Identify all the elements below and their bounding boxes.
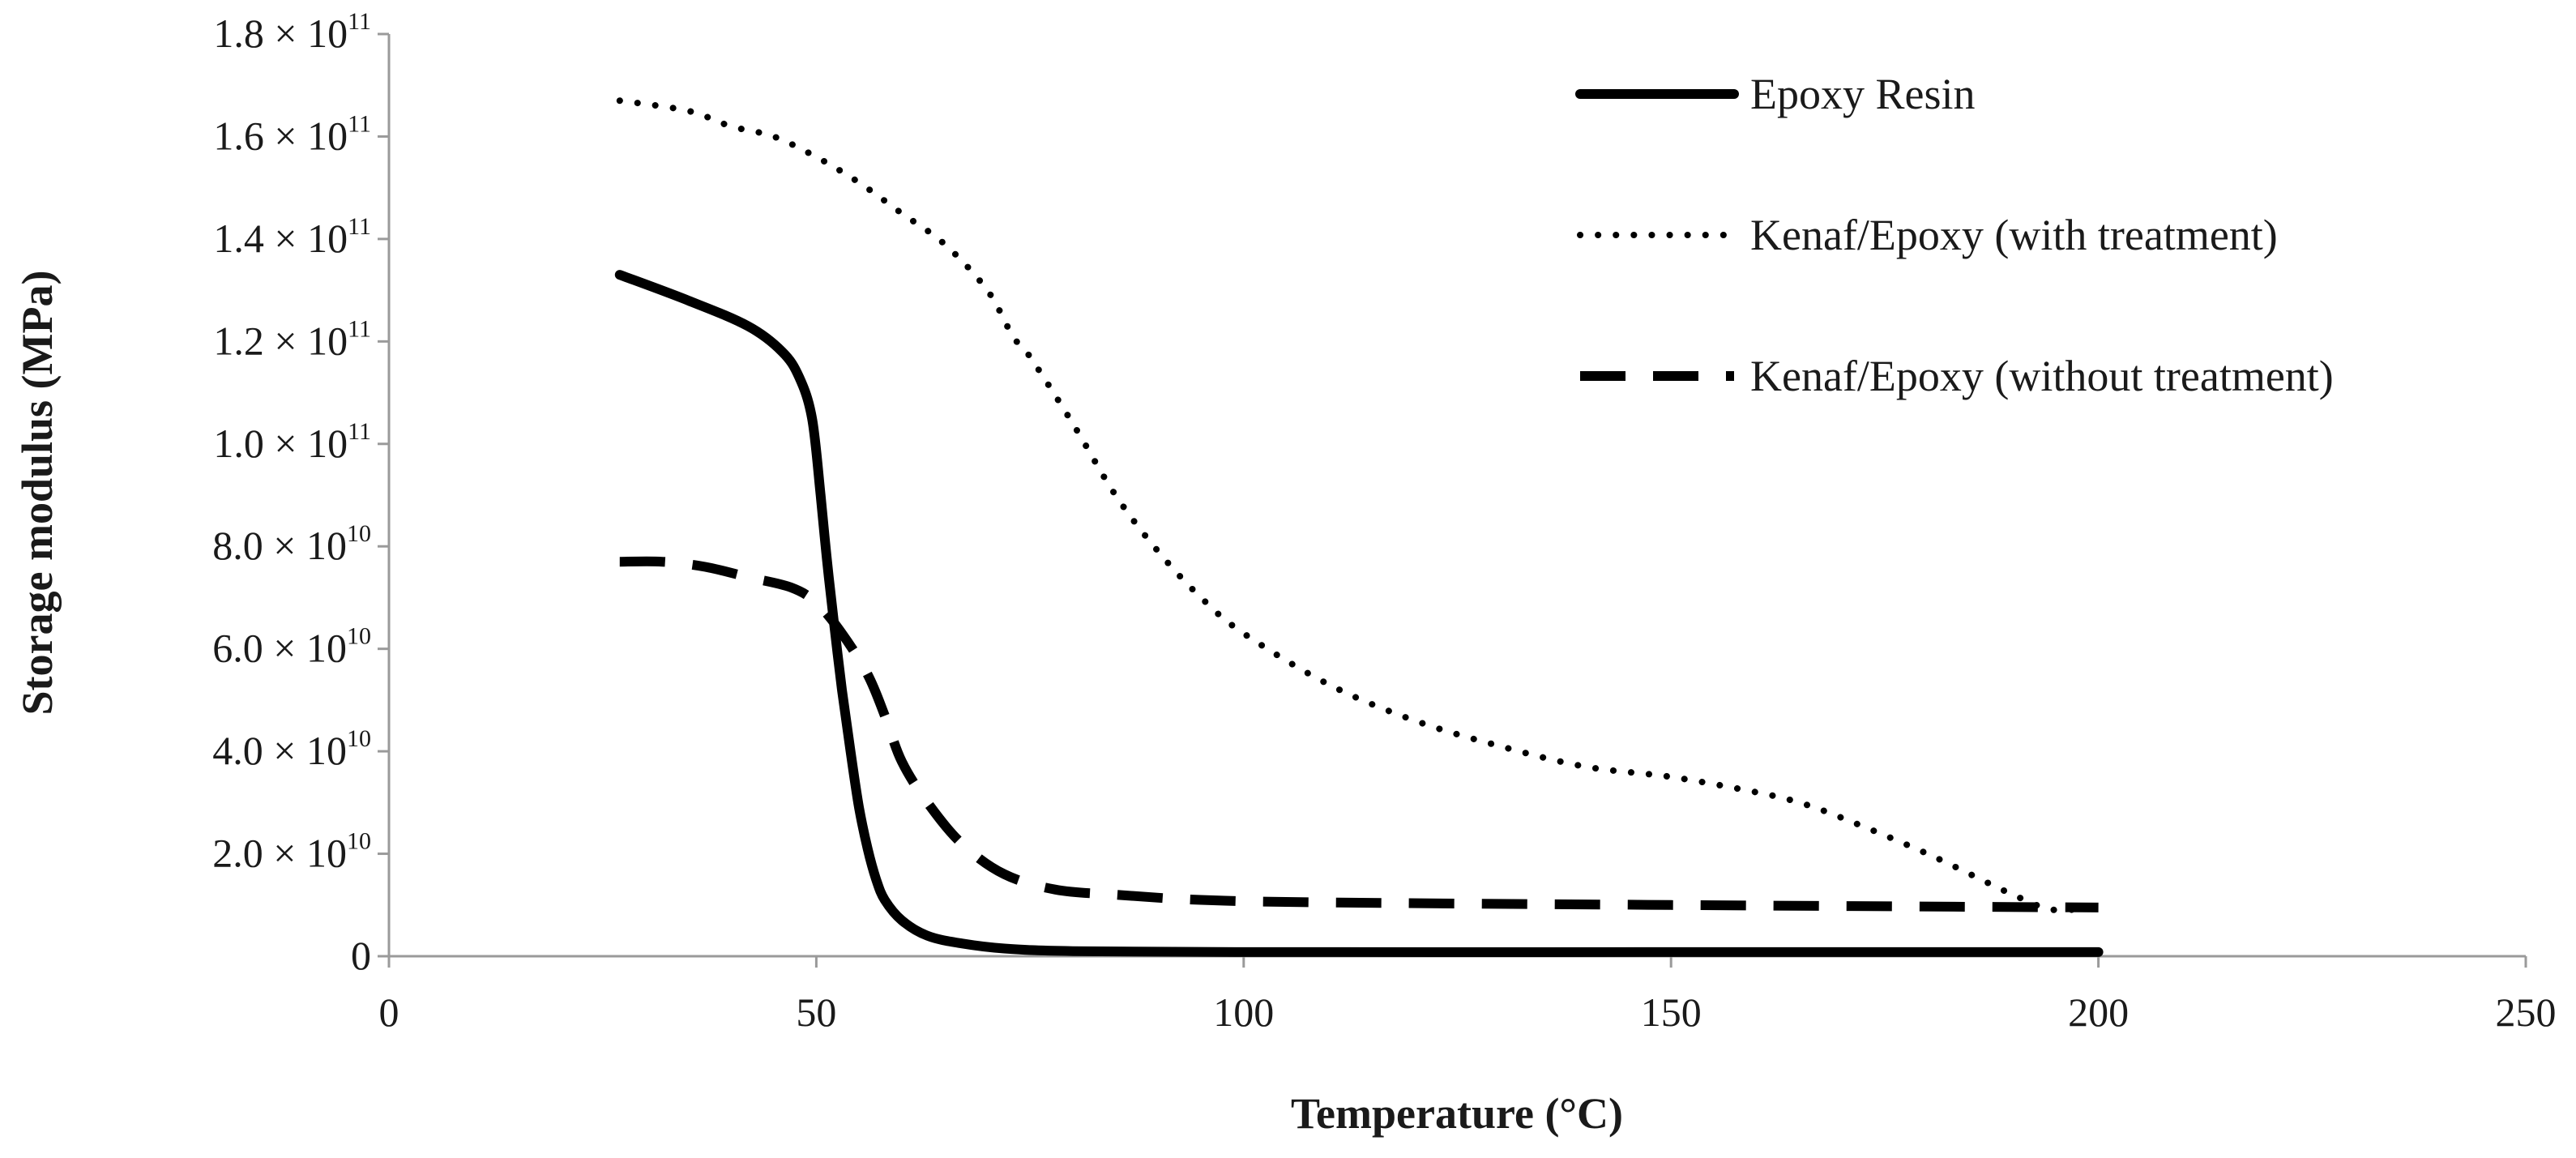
x-tick-label: 200 bbox=[2068, 989, 2129, 1035]
y-tick-label: 4.0 × 1010 bbox=[212, 725, 371, 773]
plot-area: 0 2.0 × 1010 4.0 × 1010 6.0 × 1010 8.0 × 101… bbox=[212, 8, 2556, 1035]
y-tick-label: 2.0 × 1010 bbox=[212, 828, 371, 876]
x-tick-label: 250 bbox=[2496, 989, 2557, 1035]
x-tick-label: 0 bbox=[379, 989, 399, 1035]
tick-marks bbox=[378, 32, 2527, 968]
y-axis-title: Storage modulus (MPa) bbox=[13, 271, 62, 716]
y-tick-label: 8.0 × 1010 bbox=[212, 520, 371, 568]
y-tick-label: 6.0 × 1010 bbox=[212, 623, 371, 671]
x-axis-title: Temperature (°C) bbox=[1291, 1089, 1623, 1138]
y-tick-label: 1.2 × 1011 bbox=[213, 315, 371, 363]
series-line-kenaf-epoxy-without-treatment bbox=[619, 556, 2099, 912]
series-lines bbox=[614, 97, 2104, 958]
legend-label-kenaf-epoxy-without-treatment: Kenaf/Epoxy (without treatment) bbox=[1750, 352, 2334, 400]
legend: Epoxy Resin Kenaf/Epoxy (with treatment) K… bbox=[1575, 70, 2334, 400]
y-tick-label: 1.6 × 1011 bbox=[213, 110, 371, 158]
y-tick-label: 1.8 × 1011 bbox=[213, 8, 371, 56]
x-tick-label: 100 bbox=[1213, 989, 1274, 1035]
legend-label-epoxy-resin: Epoxy Resin bbox=[1750, 70, 1976, 118]
x-axis-tick-labels: 0 50 100 150 200 250 bbox=[379, 989, 2557, 1035]
x-tick-label: 150 bbox=[1641, 989, 1702, 1035]
y-tick-label: 1.0 × 1011 bbox=[213, 418, 371, 466]
y-axis-tick-labels: 0 2.0 × 1010 4.0 × 1010 6.0 × 1010 8.0 × 101… bbox=[212, 8, 371, 978]
series-line-epoxy-resin bbox=[614, 270, 2104, 958]
legend-label-kenaf-epoxy-with-treatment: Kenaf/Epoxy (with treatment) bbox=[1750, 211, 2278, 259]
x-tick-label: 50 bbox=[796, 989, 836, 1035]
y-tick-label: 1.4 × 1011 bbox=[213, 213, 371, 261]
y-tick-label: 0 bbox=[351, 933, 371, 978]
